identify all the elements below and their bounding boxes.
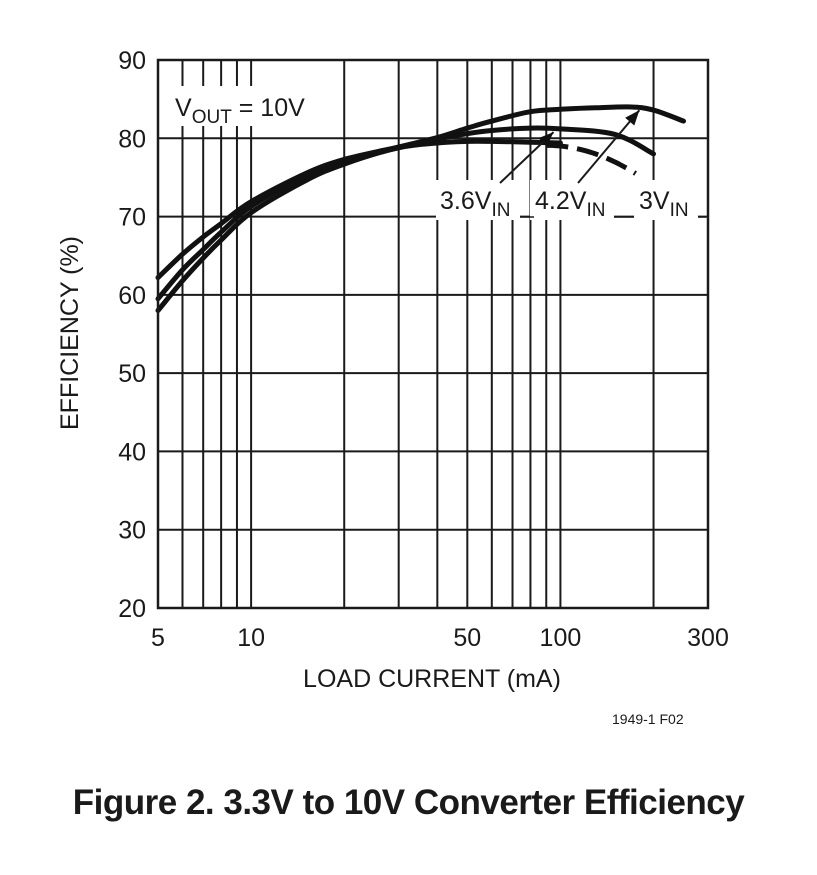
y-tick-label: 70: [118, 204, 146, 232]
x-axis-label: LOAD CURRENT (mA): [303, 665, 561, 693]
y-tick-label: 50: [118, 360, 146, 388]
x-tick-label: 300: [687, 624, 729, 652]
x-tick-label: 100: [540, 624, 582, 652]
efficiency-chart: 20 30 40 50 60 70 80 90 5 10 50 100 300 LOAD CURREN…: [56, 47, 729, 693]
figure-caption: Figure 2. 3.3V to 10V Converter Efficien…: [72, 783, 745, 822]
y-tick-label: 60: [118, 282, 146, 310]
series-line-3v: [155, 138, 563, 313]
x-tick-label: 10: [237, 624, 265, 652]
figure-code: 1949-1 F02: [612, 711, 684, 727]
callout-arrows: [499, 109, 641, 184]
y-axis-ticks: 20 30 40 50 60 70 80 90: [118, 47, 146, 623]
series-line-3v-dashed: [546, 142, 637, 176]
callout-3-6v: 3.6VIN: [440, 187, 510, 221]
y-tick-label: 40: [118, 438, 146, 466]
y-tick-label: 80: [118, 125, 146, 153]
y-tick-label: 90: [118, 47, 146, 75]
y-axis-label: EFFICIENCY (%): [56, 236, 84, 430]
svg-text:VOUT = 10V: VOUT = 10V: [175, 94, 305, 128]
y-tick-label: 30: [118, 517, 146, 545]
series-callouts: 3.6VIN 4.2VIN 3VIN: [436, 109, 706, 221]
x-tick-label: 50: [453, 624, 481, 652]
callout-4-2v: 4.2VIN: [535, 187, 605, 221]
callout-3v: 3VIN: [639, 187, 689, 221]
condition-label: VOUT = 10V: [170, 86, 320, 128]
x-axis-ticks: 5 10 50 100 300: [151, 624, 729, 652]
chart-curves: [155, 104, 686, 313]
x-tick-label: 5: [151, 624, 165, 652]
plot-frame: [156, 58, 710, 610]
arrowhead: [538, 132, 554, 147]
y-tick-label: 20: [118, 595, 146, 623]
arrowhead: [625, 110, 640, 126]
series-line-4-2v: [155, 104, 686, 281]
arrow-line: [577, 109, 641, 184]
